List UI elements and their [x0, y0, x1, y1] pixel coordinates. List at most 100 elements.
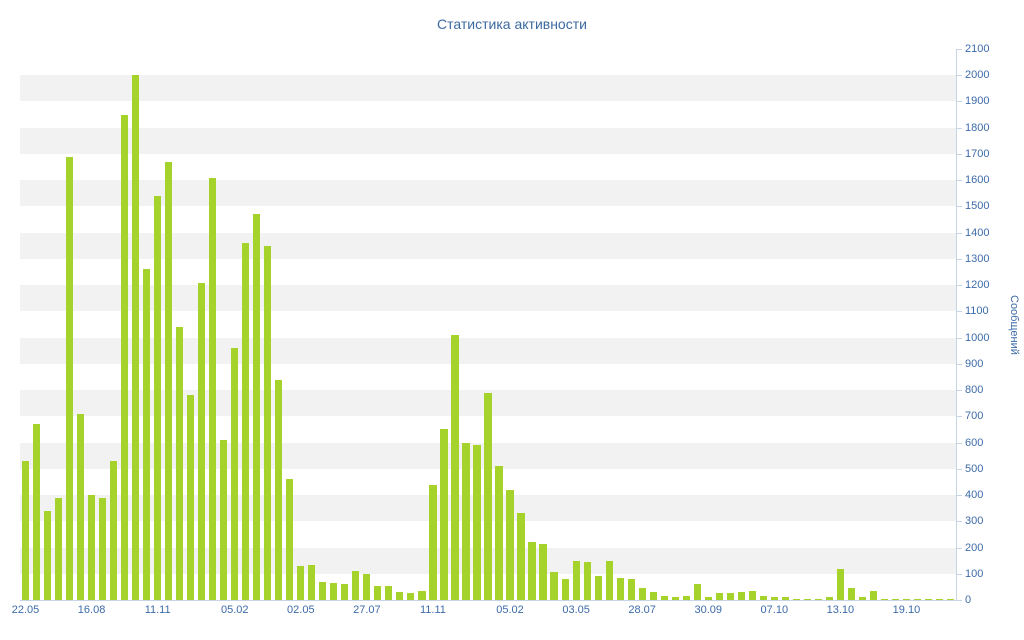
x-tick-label: 13.10: [826, 604, 855, 616]
bar: [858, 597, 866, 600]
bar: [352, 571, 360, 600]
bar: [154, 195, 162, 600]
bar: [913, 598, 922, 600]
bar: [627, 579, 635, 600]
x-tick-label: 07.10: [760, 604, 789, 616]
plot-area: [20, 49, 956, 600]
y-axis-title-label: Сообщений: [1008, 294, 1020, 355]
y-tick-mark: [957, 390, 962, 392]
x-tick-label: 02.05: [287, 604, 315, 616]
y-tick-label: 900: [965, 357, 984, 370]
bar: [891, 598, 899, 600]
bar: [484, 392, 492, 600]
y-tick-label: 700: [965, 410, 984, 423]
bar: [902, 598, 911, 600]
bar: [319, 581, 327, 600]
bar: [165, 161, 173, 600]
bar: [440, 429, 448, 600]
y-tick-label: 1900: [965, 95, 990, 108]
bar: [32, 424, 41, 600]
bar: [209, 177, 217, 600]
bar: [242, 243, 250, 600]
y-tick-label: 0: [965, 594, 972, 606]
y-tick-mark: [957, 337, 962, 339]
bar: [649, 592, 657, 600]
grid-band: [20, 311, 956, 338]
bar: [550, 572, 558, 600]
bar: [220, 439, 228, 600]
bar: [363, 573, 371, 600]
grid-band: [20, 75, 956, 102]
y-tick-mark: [957, 180, 962, 182]
grid-band: [20, 153, 956, 181]
grid-band: [20, 258, 956, 286]
x-tick-label: 05.02: [220, 604, 249, 616]
grid-band: [20, 180, 956, 207]
bar: [43, 510, 52, 600]
bar: [275, 379, 283, 600]
y-tick-mark: [957, 495, 962, 497]
y-tick-label: 1600: [965, 174, 990, 187]
y-tick-label: 100: [965, 567, 984, 580]
x-tick-label: 16.08: [77, 604, 106, 616]
bar: [726, 593, 734, 600]
bar: [473, 445, 481, 600]
bar: [418, 590, 426, 600]
y-tick-mark: [957, 573, 962, 575]
bar: [54, 497, 63, 600]
bar: [759, 596, 767, 600]
y-tick-label: 1000: [965, 331, 990, 344]
y-tick-label: 1800: [965, 121, 990, 134]
bar: [880, 598, 888, 600]
bar: [781, 597, 789, 600]
bar: [539, 543, 547, 600]
bar: [517, 513, 525, 600]
grid-band: [20, 337, 956, 364]
bar: [572, 560, 580, 600]
y-tick-label: 200: [965, 541, 984, 554]
bar: [21, 460, 30, 600]
bar: [946, 598, 955, 600]
x-tick-label: 03.05: [562, 604, 590, 616]
bar: [770, 597, 778, 600]
bar: [583, 561, 591, 600]
bar: [330, 582, 338, 600]
bar: [935, 598, 944, 600]
bar: [495, 466, 503, 600]
x-tick-label: 28.07: [628, 604, 656, 616]
y-tick-label: 1500: [965, 200, 990, 213]
bar: [693, 584, 701, 600]
grid-band: [20, 49, 956, 76]
bar: [792, 598, 800, 600]
bar: [396, 592, 404, 600]
y-tick-label: 500: [965, 462, 984, 475]
y-tick-label: 2100: [965, 43, 990, 55]
grid-band: [20, 127, 956, 154]
y-tick-mark: [957, 232, 962, 234]
bar: [638, 588, 646, 600]
y-tick-mark: [957, 468, 962, 470]
bar: [121, 114, 129, 600]
bar: [561, 579, 569, 600]
y-tick-label: 400: [965, 489, 984, 502]
y-tick-mark: [957, 442, 962, 444]
y-tick-label: 1200: [965, 279, 990, 292]
bar: [660, 596, 668, 600]
bar: [253, 214, 261, 600]
bar: [748, 590, 756, 600]
x-tick-label: 22.05: [11, 604, 40, 616]
bar: [429, 484, 437, 600]
x-tick-label: 11.11: [419, 604, 446, 616]
bar: [737, 592, 745, 600]
bar: [65, 156, 74, 600]
grid-band: [20, 285, 956, 312]
bar: [385, 585, 393, 600]
bar: [869, 590, 877, 600]
bar: [924, 598, 933, 600]
bar: [87, 495, 96, 600]
bar: [76, 413, 85, 600]
grid-band: [20, 206, 956, 233]
y-tick-mark: [957, 416, 962, 418]
bar: [264, 245, 272, 600]
